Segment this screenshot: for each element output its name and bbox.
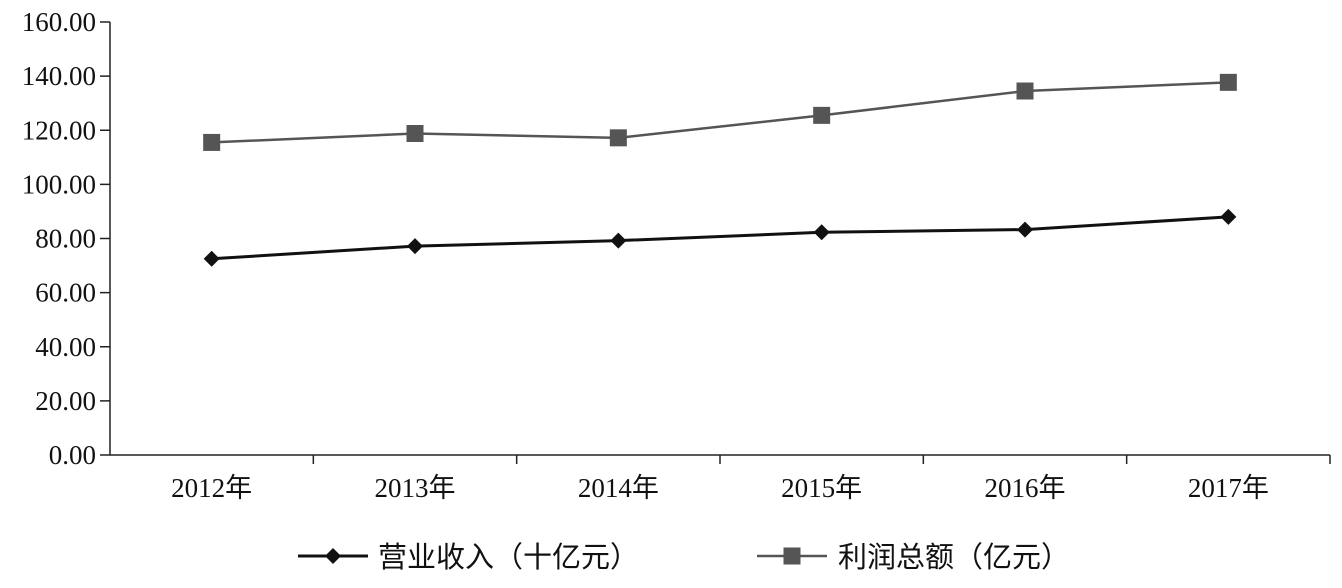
x-tick-label: 2014年: [578, 473, 659, 503]
series-1: [203, 208, 1237, 267]
series-layer: [203, 73, 1237, 267]
data-point: [203, 250, 220, 267]
series-2: [203, 73, 1237, 151]
legend-label: 营业收入（十亿元）: [378, 540, 639, 574]
legend-item-1: 营业收入（十亿元）: [298, 540, 639, 574]
y-tick-label: 140.00: [22, 61, 96, 91]
x-tick-label: 2013年: [375, 473, 456, 503]
x-tick-label: 2012年: [171, 473, 252, 503]
y-tick-label: 80.00: [35, 224, 96, 254]
data-point: [609, 129, 627, 147]
axes: 0.00 20.00 40.00 60.00 80.00 100.00 120.00 140.…: [22, 7, 1331, 503]
data-point: [610, 232, 627, 249]
y-tick-label: 160.00: [22, 7, 96, 37]
data-point: [813, 106, 831, 124]
series-line: [211, 215, 1229, 261]
x-tick-label: 2016年: [985, 473, 1066, 503]
y-tick-label: 60.00: [35, 278, 96, 308]
legend-item-2: 利润总额（亿元）: [757, 540, 1070, 574]
y-tick-label: 40.00: [35, 332, 96, 362]
legend-marker: [325, 548, 341, 564]
x-tick-label: 2017年: [1188, 473, 1269, 503]
y-tick-label: 20.00: [35, 386, 96, 416]
data-point: [203, 133, 221, 151]
series-line: [211, 81, 1229, 144]
legend: 营业收入（十亿元） 利润总额（亿元）: [298, 540, 1070, 574]
y-tick-label: 120.00: [22, 115, 96, 145]
data-point: [813, 224, 830, 241]
data-point: [1219, 73, 1237, 91]
y-tick-label: 0.00: [49, 440, 96, 470]
data-point: [406, 124, 424, 142]
x-tick-label: 2015年: [781, 473, 862, 503]
legend-marker: [783, 547, 801, 565]
data-point: [1220, 208, 1237, 225]
y-tick-label: 100.00: [22, 169, 96, 199]
data-point: [407, 238, 423, 255]
data-point: [1017, 221, 1033, 238]
data-point: [1016, 82, 1034, 100]
legend-label: 利润总额（亿元）: [838, 540, 1070, 574]
